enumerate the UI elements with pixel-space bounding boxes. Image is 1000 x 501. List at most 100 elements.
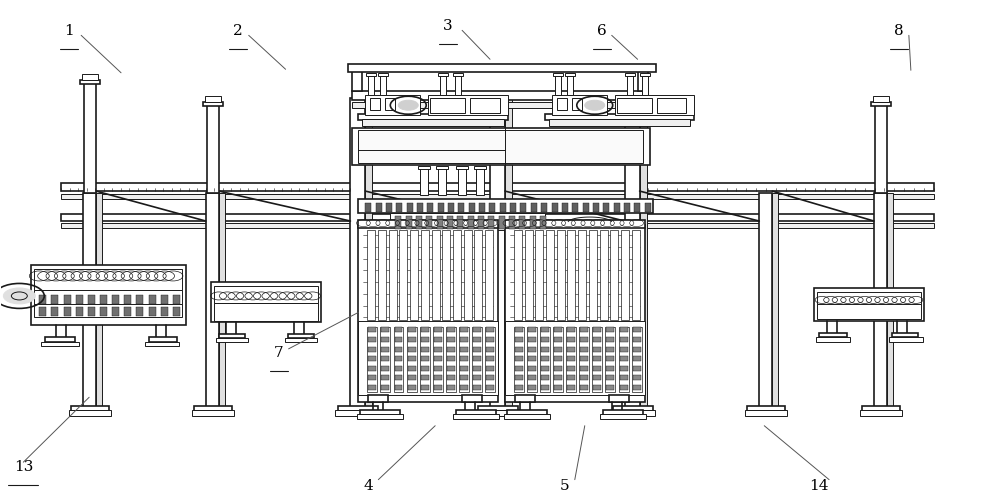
Bar [642, 77, 648, 96]
Bar [567, 337, 575, 342]
Bar [368, 77, 374, 96]
Bar [76, 307, 83, 316]
Bar [473, 375, 481, 380]
Bar [34, 270, 182, 291]
Bar [352, 72, 362, 92]
Bar [541, 356, 549, 361]
Bar [288, 335, 314, 339]
Bar [525, 230, 533, 320]
Bar [554, 356, 562, 361]
Bar [368, 347, 376, 352]
Bar [408, 328, 416, 333]
Bar [593, 356, 601, 361]
Bar [531, 203, 537, 212]
Bar [620, 337, 628, 342]
Bar [362, 120, 504, 127]
Bar [486, 347, 494, 352]
Bar [380, 77, 386, 96]
Bar [381, 337, 389, 342]
Bar [458, 203, 464, 212]
Bar [609, 395, 629, 402]
Bar [567, 328, 575, 333]
Bar [468, 216, 474, 229]
Bar [365, 96, 420, 116]
Bar [51, 296, 58, 304]
Bar [421, 337, 429, 342]
Bar [490, 99, 505, 407]
Circle shape [3, 289, 35, 304]
Bar [473, 347, 481, 352]
Bar [486, 385, 494, 390]
Bar [474, 166, 486, 170]
Bar [378, 230, 386, 320]
Bar [557, 99, 567, 111]
Bar [434, 337, 442, 342]
Bar [460, 347, 468, 352]
Bar [460, 337, 468, 342]
Bar [460, 366, 468, 371]
Bar [124, 296, 131, 304]
Bar [437, 216, 443, 229]
Bar [817, 293, 921, 305]
Bar [478, 216, 484, 229]
Bar [31, 266, 186, 325]
Bar [515, 395, 535, 402]
Bar [407, 203, 413, 212]
Bar [476, 168, 484, 196]
Bar [473, 366, 481, 371]
Bar [640, 74, 650, 77]
Bar [421, 356, 429, 361]
Bar [819, 333, 847, 338]
Bar [214, 304, 318, 321]
Bar [515, 356, 523, 361]
Bar [579, 328, 589, 392]
Bar [395, 375, 402, 380]
Bar [620, 366, 628, 371]
Bar [549, 120, 690, 127]
Bar [447, 366, 455, 371]
Bar [434, 328, 442, 333]
Bar [368, 356, 376, 361]
Bar [456, 410, 496, 415]
Bar [173, 296, 180, 304]
Bar [365, 203, 371, 212]
Bar [567, 366, 575, 371]
Bar [390, 213, 545, 230]
Bar [421, 385, 429, 390]
Bar [874, 193, 887, 407]
Bar [438, 203, 444, 212]
Bar [553, 328, 563, 392]
Bar [358, 321, 498, 395]
Bar [541, 366, 549, 371]
Bar [554, 328, 562, 333]
Bar [434, 375, 442, 380]
Bar [624, 203, 630, 212]
Bar [357, 414, 403, 419]
Bar [530, 216, 536, 229]
Bar [376, 203, 382, 212]
Bar [88, 307, 95, 316]
Bar [192, 410, 234, 416]
Bar [567, 347, 575, 352]
Bar [625, 99, 640, 407]
Bar [620, 375, 628, 380]
Bar [615, 96, 694, 116]
Bar [515, 366, 523, 371]
Bar [478, 406, 518, 411]
Bar [447, 337, 455, 342]
Bar [149, 307, 156, 316]
Bar [475, 410, 520, 416]
Bar [589, 230, 597, 320]
Bar [434, 347, 442, 352]
Bar [541, 203, 547, 212]
Bar [459, 328, 469, 392]
Bar [632, 230, 640, 320]
Bar [61, 214, 934, 221]
Bar [510, 203, 516, 212]
Bar [603, 203, 609, 212]
Bar [458, 168, 466, 196]
Bar [554, 385, 562, 390]
Bar [634, 203, 640, 212]
Bar [420, 328, 430, 392]
Bar [83, 193, 96, 407]
